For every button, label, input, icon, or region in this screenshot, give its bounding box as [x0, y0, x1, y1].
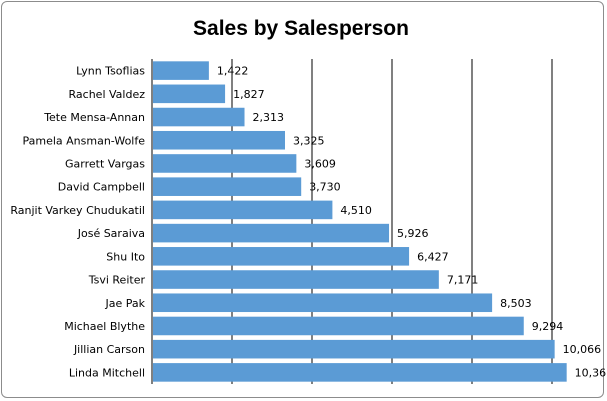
data-label: 5,926 — [397, 227, 429, 240]
data-label: 1,422 — [217, 65, 249, 78]
data-label: 2,313 — [253, 111, 285, 124]
bar — [153, 84, 226, 104]
category-label: David Campbell — [58, 181, 145, 194]
bar — [153, 61, 209, 80]
category-label: Jae Pak — [105, 297, 146, 310]
category-label: Shu Ito — [106, 250, 145, 263]
category-label: Linda Mitchell — [69, 366, 145, 379]
data-label: 3,730 — [309, 181, 341, 194]
bar — [153, 339, 555, 359]
data-label: 10,367 — [575, 366, 607, 379]
category-label: Lynn Tsoflias — [76, 65, 145, 78]
category-label: Rachel Valdez — [69, 88, 146, 101]
chart-title: Sales by Salesperson — [193, 17, 409, 40]
category-label: Tsvi Reiter — [88, 274, 146, 287]
bar — [153, 107, 245, 127]
data-labels: 1,422 1,827 2,313 3,325 3,609 3,730 4,510 5,926… — [217, 65, 607, 380]
bar — [153, 270, 439, 289]
bar — [153, 293, 493, 313]
bar — [153, 223, 390, 243]
data-label: 9,294 — [532, 320, 564, 333]
bar — [153, 316, 524, 336]
category-label: Ranjit Varkey Chudukatil — [10, 204, 145, 217]
category-label: Michael Blythe — [64, 320, 145, 333]
bar — [153, 363, 567, 382]
category-label: Pamela Ansman-Wolfe — [23, 134, 146, 147]
data-label: 6,427 — [417, 250, 449, 263]
data-label: 4,510 — [340, 204, 372, 217]
bar — [153, 247, 410, 266]
bars — [153, 61, 567, 382]
category-label: Garrett Vargas — [65, 157, 145, 170]
category-label: José Saraiva — [77, 227, 145, 240]
data-label: 8,503 — [500, 297, 532, 310]
bar — [153, 200, 333, 220]
data-label: 3,609 — [304, 157, 336, 170]
data-label: 10,066 — [563, 343, 602, 356]
data-label: 7,171 — [447, 274, 479, 287]
bar — [153, 130, 285, 150]
data-label: 3,325 — [293, 134, 325, 147]
category-label: Jillian Carson — [73, 343, 145, 356]
category-labels: Lynn Tsoflias Rachel Valdez Tete Mensa-Ann… — [10, 65, 145, 380]
bar — [153, 154, 297, 173]
category-label: Tete Mensa-Annan — [43, 111, 145, 124]
bar — [153, 177, 302, 196]
data-label: 1,827 — [233, 88, 265, 101]
